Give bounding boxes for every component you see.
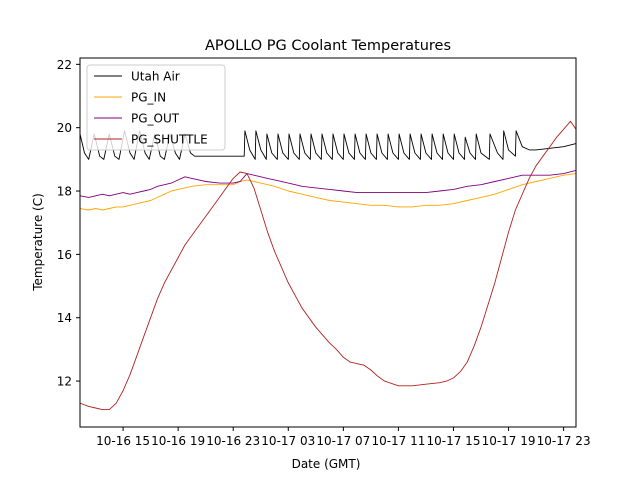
x-axis-label: Date (GMT) — [292, 457, 361, 471]
x-tick-label: 10-17 03 — [261, 434, 315, 448]
legend-item: PG_OUT — [94, 112, 180, 126]
y-axis-label: Temperature (C) — [31, 193, 45, 292]
axes-frame — [79, 57, 577, 428]
y-tick-label: 18 — [57, 185, 72, 199]
legend-label: PG_IN — [131, 91, 166, 105]
legend-item: Utah Air — [94, 70, 180, 84]
x-tick-label: 10-16 23 — [206, 434, 260, 448]
y-axis-ticks: 12 14 16 18 20 22 — [57, 58, 80, 389]
y-tick-label: 12 — [57, 375, 72, 389]
series-line-pg-in — [80, 173, 576, 211]
x-tick-label: 10-16 19 — [151, 434, 205, 448]
x-tick-label: 10-17 11 — [371, 434, 425, 448]
series-line-pg-out — [80, 169, 576, 198]
legend: Utah Air PG_IN PG_OUT PG_SHUTTLE — [86, 64, 226, 151]
x-tick-label: 10-17 07 — [316, 434, 370, 448]
legend-item: PG_SHUTTLE — [94, 133, 208, 147]
legend-label: PG_SHUTTLE — [131, 133, 208, 147]
x-tick-label: 10-16 15 — [96, 434, 150, 448]
y-tick-label: 20 — [57, 121, 72, 135]
legend-label: Utah Air — [131, 70, 180, 84]
chart-title: APOLLO PG Coolant Temperatures — [205, 38, 451, 54]
x-tick-label: 10-17 23 — [537, 434, 591, 448]
y-tick-label: 14 — [57, 311, 72, 325]
y-tick-label: 22 — [57, 58, 72, 72]
legend-label: PG_OUT — [131, 112, 180, 126]
legend-item: PG_IN — [94, 91, 166, 105]
y-tick-label: 16 — [57, 248, 72, 262]
series-line-pg-shuttle — [80, 120, 576, 411]
x-tick-label: 10-17 15 — [427, 434, 481, 448]
x-tick-label: 10-17 19 — [482, 434, 536, 448]
x-axis-ticks: 10-16 15 10-16 19 10-16 23 10-17 03 10-17 07… — [96, 427, 591, 448]
legend-box — [86, 64, 226, 151]
